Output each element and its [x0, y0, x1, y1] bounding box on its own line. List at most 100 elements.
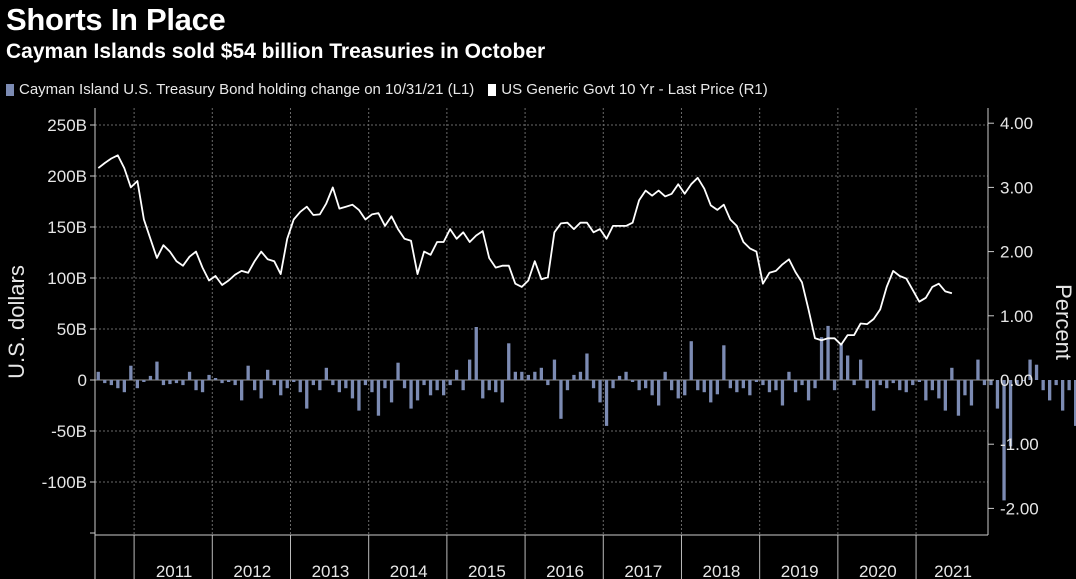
bar — [591, 380, 596, 389]
bar — [741, 380, 745, 389]
y-right-tick-label: 0.00 — [1000, 371, 1033, 390]
bar — [435, 380, 439, 391]
bar — [142, 380, 146, 382]
yield-line — [97, 154, 953, 346]
axes: 250B 200B 150B 100B 50B 0 -50B -100B 4.00 3.00 2.0… — [42, 108, 1039, 579]
bar — [963, 380, 967, 396]
bar — [350, 380, 355, 399]
y-right-tick-label: 3.00 — [1000, 178, 1033, 197]
bar — [526, 374, 530, 380]
bar — [461, 380, 465, 391]
x-tick-label: 2016 — [546, 562, 584, 579]
x-tick-label: 2011 — [156, 562, 193, 579]
bar — [806, 380, 811, 401]
bar — [116, 380, 120, 389]
bar — [539, 367, 543, 380]
chart-subtitle: Cayman Islands sold $54 billion Treasuri… — [6, 40, 546, 63]
bar — [989, 380, 993, 386]
bar — [272, 380, 276, 386]
bar — [859, 359, 863, 380]
bar — [311, 380, 315, 386]
bar — [389, 380, 394, 403]
bar — [787, 371, 791, 380]
y-right-tick-label: -2.00 — [1000, 499, 1039, 518]
bar — [363, 380, 368, 386]
bar — [1074, 380, 1076, 426]
bar — [565, 380, 570, 391]
bar — [187, 371, 192, 380]
bar — [213, 378, 218, 380]
bar — [279, 380, 283, 396]
legend-swatch-bars — [6, 83, 14, 96]
bar — [976, 359, 980, 380]
y-left-tick-label: -50B — [51, 422, 87, 441]
bar — [122, 380, 126, 393]
bar — [135, 380, 139, 389]
bar — [455, 369, 459, 380]
bar — [852, 380, 856, 386]
bar — [728, 380, 732, 389]
bar — [96, 371, 100, 380]
x-tick-label: 2018 — [703, 562, 741, 579]
y-right-tick-label: 4.00 — [1000, 114, 1033, 133]
bar — [878, 380, 882, 386]
bar — [761, 380, 765, 386]
bar — [891, 380, 895, 384]
bar — [174, 380, 179, 384]
bar — [702, 380, 706, 393]
bar — [917, 380, 921, 382]
bar — [956, 380, 961, 416]
bar — [1061, 380, 1065, 411]
bar — [474, 327, 478, 380]
bar — [969, 380, 974, 406]
y-left-tick-label: 150B — [47, 218, 87, 237]
bar — [500, 380, 504, 403]
bar — [683, 380, 687, 396]
bar — [839, 344, 843, 380]
x-tick-label: 2020 — [859, 562, 897, 579]
bar — [650, 380, 654, 396]
chart-title: Shorts In Place — [6, 2, 226, 37]
bar — [982, 380, 987, 386]
bar — [774, 380, 778, 391]
bar — [402, 380, 407, 389]
bar — [644, 380, 648, 389]
bar — [487, 380, 491, 391]
y-right-tick-label: 2.00 — [1000, 243, 1033, 262]
bar — [1015, 380, 1019, 386]
bar — [422, 380, 426, 386]
bar — [409, 380, 413, 409]
bar — [559, 380, 563, 419]
x-tick-label: 2014 — [390, 562, 428, 579]
bar — [572, 374, 576, 380]
bar — [383, 380, 387, 389]
bar — [1067, 380, 1071, 391]
x-tick-label: 2017 — [624, 562, 662, 579]
bar — [865, 380, 869, 389]
y-left-tick-label: -100B — [42, 473, 87, 492]
bar — [793, 380, 798, 393]
bar — [546, 380, 550, 386]
bar — [357, 380, 361, 411]
bar — [709, 380, 713, 403]
bar — [748, 380, 752, 396]
bar — [826, 325, 830, 380]
bar — [494, 380, 498, 393]
bar — [207, 374, 211, 380]
bar — [1028, 359, 1032, 380]
bar — [129, 365, 133, 380]
bar — [253, 380, 257, 391]
bar — [911, 380, 915, 386]
bar — [754, 380, 759, 382]
bar — [200, 380, 205, 393]
bar — [305, 380, 309, 409]
y-left-tick-label: 100B — [47, 269, 87, 288]
bar — [155, 361, 159, 380]
bar — [513, 371, 517, 380]
bar — [298, 380, 302, 393]
bar — [324, 367, 328, 380]
bar — [904, 380, 908, 393]
bar — [937, 380, 941, 399]
bar — [872, 380, 876, 411]
bar — [617, 375, 622, 380]
